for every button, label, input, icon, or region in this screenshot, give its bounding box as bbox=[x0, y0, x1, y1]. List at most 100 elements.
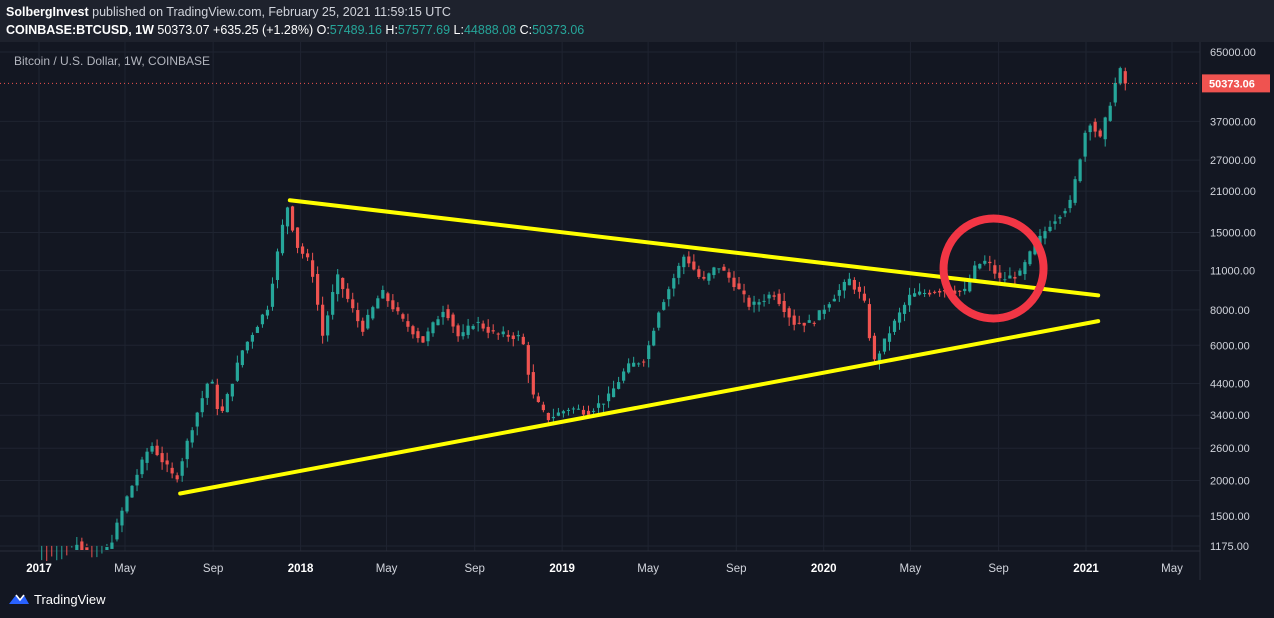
candle-body bbox=[566, 409, 571, 411]
candle-body bbox=[882, 338, 887, 352]
candle-body bbox=[155, 445, 159, 456]
candle-body bbox=[1063, 210, 1067, 214]
candle-body bbox=[657, 312, 661, 328]
candle bbox=[727, 268, 731, 283]
price-tick-label: 8000.00 bbox=[1210, 305, 1250, 317]
candle bbox=[456, 323, 460, 342]
candle-body bbox=[1028, 251, 1032, 265]
candle-body bbox=[526, 345, 530, 375]
candle-body bbox=[792, 315, 796, 325]
time-tick-label: May bbox=[1161, 563, 1183, 575]
candle-body bbox=[907, 294, 912, 306]
candle-body bbox=[1043, 231, 1047, 239]
candle-body bbox=[822, 309, 826, 314]
candle-body bbox=[501, 331, 505, 335]
candle bbox=[290, 205, 295, 233]
candle-body bbox=[321, 304, 325, 336]
candle bbox=[506, 330, 510, 342]
candle-body bbox=[912, 293, 917, 297]
candle-body bbox=[1038, 235, 1042, 246]
time-tick-label: 2018 bbox=[288, 563, 314, 575]
candle bbox=[752, 295, 756, 313]
candle-body bbox=[632, 362, 636, 367]
price-chart[interactable]: 1175.00 1500.00 2000.00 2600.00 3400.00 4400.… bbox=[0, 42, 1274, 580]
candle bbox=[892, 318, 897, 335]
candle-body bbox=[145, 451, 149, 463]
candle bbox=[968, 274, 972, 293]
candle-body bbox=[441, 311, 445, 318]
time-tick-label: Sep bbox=[726, 563, 746, 575]
candle-body bbox=[637, 363, 641, 365]
candle-body bbox=[712, 267, 716, 276]
candle-body bbox=[1088, 125, 1092, 133]
candle-body bbox=[782, 300, 786, 313]
candle-body bbox=[1093, 121, 1097, 132]
candle-body bbox=[105, 546, 109, 550]
candle bbox=[175, 472, 179, 483]
candle bbox=[235, 355, 239, 383]
candle-body bbox=[336, 274, 340, 295]
candle bbox=[105, 543, 109, 550]
candle bbox=[907, 287, 912, 312]
candle bbox=[285, 206, 290, 235]
candle bbox=[697, 265, 701, 279]
candle-body bbox=[511, 335, 515, 340]
author-name[interactable]: SolbergInvest bbox=[6, 5, 89, 19]
candle bbox=[476, 316, 480, 332]
candle bbox=[787, 306, 791, 326]
candle bbox=[1028, 250, 1032, 267]
candle bbox=[205, 382, 209, 405]
candle bbox=[1018, 268, 1022, 277]
candle bbox=[767, 291, 771, 304]
candle-body bbox=[933, 291, 937, 293]
candle bbox=[586, 405, 591, 416]
candle bbox=[822, 304, 826, 320]
price-axis[interactable]: 1175.00 1500.00 2000.00 2600.00 3400.00 4400.… bbox=[1202, 47, 1270, 553]
candle-body bbox=[807, 320, 811, 323]
candle bbox=[737, 277, 741, 290]
candle-body bbox=[812, 322, 816, 324]
candle bbox=[777, 289, 781, 307]
candle-body bbox=[682, 256, 686, 268]
candle bbox=[637, 362, 641, 367]
candle bbox=[471, 324, 475, 331]
candle-body bbox=[872, 335, 877, 360]
candle-body bbox=[892, 320, 897, 332]
published-text: published on TradingView.com, February 2… bbox=[92, 5, 451, 19]
tradingview-logo-icon[interactable] bbox=[8, 592, 30, 606]
candle-body bbox=[1123, 71, 1127, 84]
candle-body bbox=[541, 404, 545, 411]
candle bbox=[642, 359, 646, 367]
candle-body bbox=[902, 304, 907, 314]
tradingview-brand[interactable]: TradingView bbox=[34, 592, 106, 607]
candle-body bbox=[1058, 217, 1062, 219]
candle bbox=[225, 392, 229, 413]
candle-body bbox=[747, 297, 751, 307]
candle-body bbox=[346, 288, 350, 299]
candle bbox=[827, 302, 831, 312]
candle bbox=[396, 302, 400, 315]
candle bbox=[1113, 77, 1117, 107]
highlight-circle bbox=[939, 214, 1048, 323]
candle-body bbox=[250, 334, 255, 342]
candle-body bbox=[1078, 159, 1082, 182]
candle bbox=[441, 305, 445, 325]
candle-body bbox=[295, 227, 300, 248]
high-value: 57577.69 bbox=[397, 23, 451, 37]
candle-body bbox=[85, 547, 89, 550]
time-axis[interactable]: 2017 May Sep 2018 May Sep 2019 May Sep 2020 May Sep… bbox=[26, 563, 1183, 575]
time-tick-label: 2021 bbox=[1073, 563, 1099, 575]
publish-info: SolbergInvest published on TradingView.c… bbox=[6, 5, 451, 19]
candle-body bbox=[531, 372, 535, 395]
candle bbox=[912, 288, 917, 297]
candle bbox=[371, 305, 375, 321]
price-tick-label: 65000.00 bbox=[1210, 47, 1256, 59]
candle-body bbox=[1018, 270, 1022, 276]
candle bbox=[983, 255, 987, 266]
candle bbox=[667, 286, 671, 307]
symbol-name[interactable]: COINBASE:BTCUSD, 1W bbox=[6, 23, 154, 37]
candle-body bbox=[1083, 132, 1087, 157]
candle-body bbox=[983, 260, 987, 264]
candle-body bbox=[316, 273, 320, 305]
candle bbox=[717, 268, 721, 274]
